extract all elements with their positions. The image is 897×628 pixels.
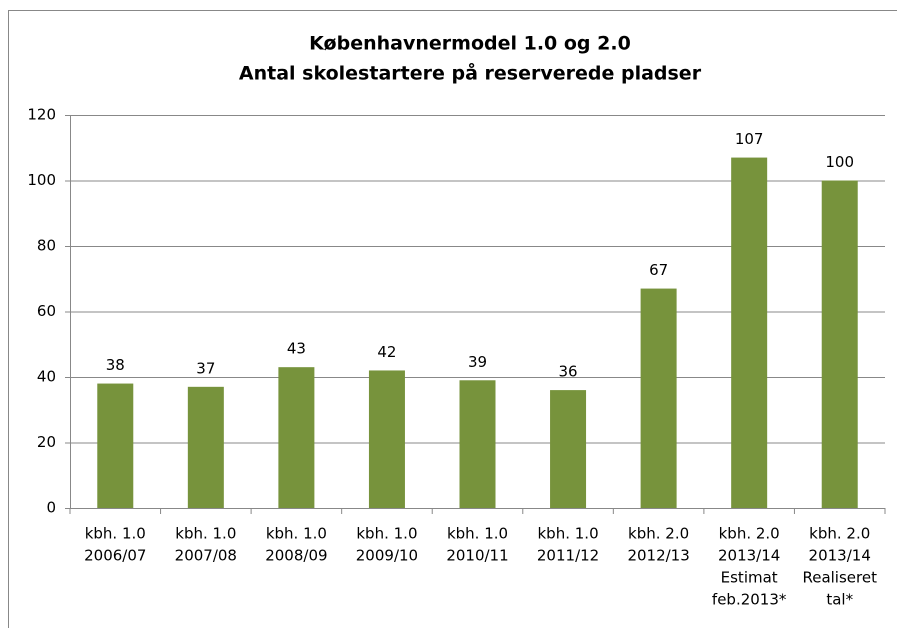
bar <box>278 367 315 508</box>
x-tick-label: 2009/10 <box>356 547 418 565</box>
x-tick-label: 2010/11 <box>446 547 508 565</box>
data-label: 38 <box>106 356 125 374</box>
y-tick-label: 60 <box>37 302 56 320</box>
x-tick-label: 2011/12 <box>537 547 599 565</box>
y-tick-label: 20 <box>37 433 56 451</box>
bar <box>731 157 768 508</box>
y-tick-label: 100 <box>27 171 56 189</box>
chart-title: Københavnermodel 1.0 og 2.0 <box>309 33 631 55</box>
x-tick-label: 2008/09 <box>265 547 327 565</box>
x-tick-label: 2013/14 <box>809 547 871 565</box>
x-tick-label: 2007/08 <box>175 547 237 565</box>
x-tick-label: 2013/14 <box>718 547 780 565</box>
x-tick-label: kbh. 2.0 <box>628 525 689 543</box>
x-tick-label: Estimat <box>721 569 778 587</box>
bar <box>550 390 587 508</box>
y-tick-label: 120 <box>27 106 56 124</box>
x-tick-label: kbh. 1.0 <box>85 525 146 543</box>
data-label: 36 <box>559 363 578 381</box>
bar <box>459 380 496 508</box>
x-tick-label: kbh. 1.0 <box>447 525 508 543</box>
x-tick-label: kbh. 1.0 <box>175 525 236 543</box>
bar <box>640 288 677 508</box>
bar <box>821 180 858 508</box>
x-tick-label: kbh. 1.0 <box>266 525 327 543</box>
bar <box>97 383 134 508</box>
data-label: 42 <box>377 343 396 361</box>
x-tick-label: 2012/13 <box>627 547 689 565</box>
x-tick-label: 2006/07 <box>84 547 146 565</box>
data-label: 107 <box>735 130 764 148</box>
data-label: 43 <box>287 340 306 358</box>
chart-subtitle: Antal skolestartere på reserverede plads… <box>239 61 702 85</box>
y-tick-label: 40 <box>37 368 56 386</box>
x-tick-label: feb.2013* <box>712 591 787 609</box>
x-tick-label: kbh. 2.0 <box>719 525 780 543</box>
data-label: 39 <box>468 353 487 371</box>
x-tick-label: tal* <box>826 591 853 609</box>
data-label: 100 <box>825 153 854 171</box>
x-tick-label: kbh. 2.0 <box>809 525 870 543</box>
y-tick-label: 0 <box>46 499 56 517</box>
data-label: 37 <box>196 359 215 377</box>
bar <box>368 370 405 508</box>
x-tick-label: kbh. 1.0 <box>538 525 599 543</box>
data-label: 67 <box>649 261 668 279</box>
x-tick-label: kbh. 1.0 <box>356 525 417 543</box>
y-tick-label: 80 <box>37 237 56 255</box>
x-tick-label: Realiseret <box>802 569 877 587</box>
bar <box>187 386 224 508</box>
